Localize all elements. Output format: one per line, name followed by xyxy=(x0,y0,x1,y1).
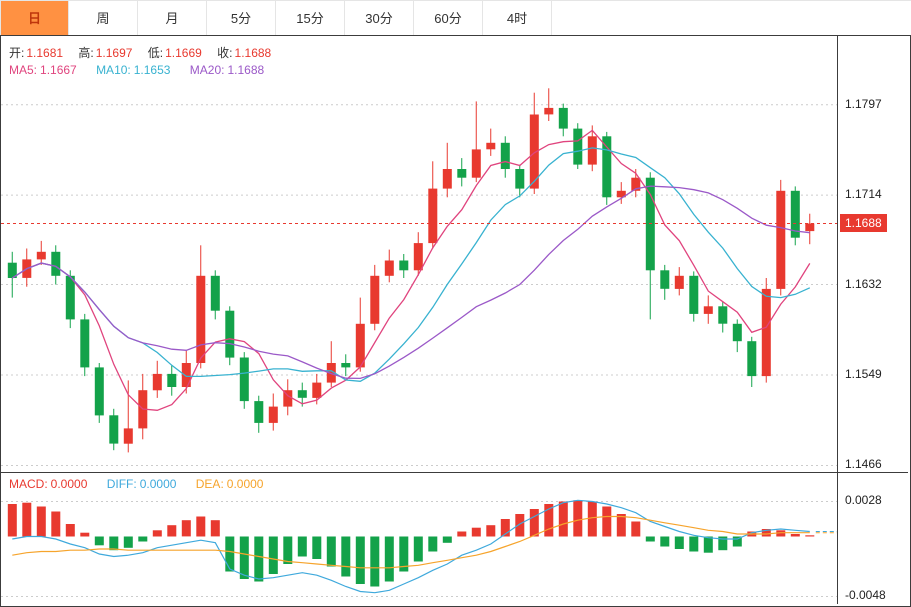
macd-axis-label: 0.0028 xyxy=(845,493,882,507)
tabbar-filler xyxy=(552,1,911,36)
tab-day[interactable]: 日 xyxy=(0,1,69,36)
open-label: 开: xyxy=(9,46,25,60)
price-axis-label: 1.1549 xyxy=(845,367,882,381)
candles xyxy=(7,88,815,453)
ohlc-legend: 开: 1.1681 高: 1.1697 低: 1.1669 收: 1.1688 xyxy=(9,44,283,61)
open-value: 1.1681 xyxy=(26,46,64,60)
close-value: 1.1688 xyxy=(234,46,272,60)
main-gridlines xyxy=(1,104,837,466)
ma10-value: 1.1653 xyxy=(133,63,171,77)
diff-value: 0.0000 xyxy=(139,477,177,491)
price-axis-label: 1.1632 xyxy=(845,277,882,291)
low-label: 低: xyxy=(147,46,164,60)
high-value: 1.1697 xyxy=(95,46,133,60)
ma20-label: MA20: xyxy=(189,63,225,77)
ma5-label: MA5: xyxy=(9,63,38,77)
ma20-value: 1.1688 xyxy=(227,63,265,77)
macd-axis-label: -0.0048 xyxy=(845,588,886,602)
tab-60min[interactable]: 60分 xyxy=(414,1,483,36)
period-tabbar: 日 周 月 5分 15分 30分 60分 4时 xyxy=(0,0,911,36)
high-label: 高: xyxy=(78,46,94,60)
ma20-legend: MA20: 1.1688 xyxy=(190,63,264,77)
dea-line xyxy=(12,515,810,569)
ma-legend: MA5: 1.1667 MA10: 1.1653 MA20: 1.1688 xyxy=(9,63,280,77)
axis-divider xyxy=(837,36,838,604)
last-price-tag: 1.1688 xyxy=(840,214,887,232)
tab-5min[interactable]: 5分 xyxy=(207,1,276,36)
ma10-legend: MA10: 1.1653 xyxy=(96,63,170,77)
tab-month[interactable]: 月 xyxy=(138,1,207,36)
close-label: 收: xyxy=(217,46,233,60)
macd-legend: MACD: 0.0000 DIFF: 0.0000 DEA: 0.0000 xyxy=(9,477,279,491)
ma20-line xyxy=(11,185,810,380)
price-axis: 1.1688 1.1797 1.1714 1.1632 1.1549 1.1466 0.0… xyxy=(838,36,908,604)
dea-label: DEA: xyxy=(195,477,224,491)
ma5-legend: MA5: 1.1667 xyxy=(9,63,77,77)
tab-4hour[interactable]: 4时 xyxy=(483,1,552,36)
panel-separator xyxy=(1,472,908,473)
macd-chart[interactable] xyxy=(1,494,837,604)
macd-value: 0.0000 xyxy=(50,477,88,491)
ma5-line xyxy=(11,129,811,411)
diff-label: DIFF: xyxy=(106,477,137,491)
dea-value: 0.0000 xyxy=(226,477,264,491)
price-axis-label: 1.1714 xyxy=(845,187,882,201)
ma5-value: 1.1667 xyxy=(40,63,77,77)
tab-week[interactable]: 周 xyxy=(69,1,138,36)
chart-frame: 开: 1.1681 高: 1.1697 低: 1.1669 收: 1.1688 MA5:… xyxy=(0,35,911,607)
tab-15min[interactable]: 15分 xyxy=(276,1,345,36)
diff-line xyxy=(12,499,810,594)
price-axis-label: 1.1466 xyxy=(845,457,882,471)
ma10-line xyxy=(11,147,811,382)
ma10-label: MA10: xyxy=(96,63,131,77)
diff-legend-item: DIFF: 0.0000 xyxy=(107,477,177,491)
macd-histogram xyxy=(7,500,815,587)
price-axis-label: 1.1797 xyxy=(845,97,882,111)
macd-gridlines xyxy=(1,501,837,597)
macd-label: MACD: xyxy=(9,477,48,491)
macd-legend-item: MACD: 0.0000 xyxy=(9,477,87,491)
dea-legend-item: DEA: 0.0000 xyxy=(196,477,264,491)
low-value: 1.1669 xyxy=(165,46,202,60)
tab-30min[interactable]: 30分 xyxy=(345,1,414,36)
main-chart[interactable] xyxy=(1,36,837,472)
